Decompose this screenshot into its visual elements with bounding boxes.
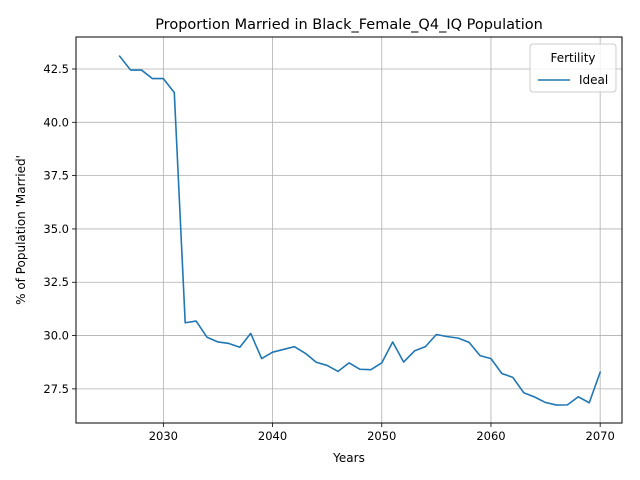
legend-title: Fertility bbox=[550, 51, 595, 65]
chart-title: Proportion Married in Black_Female_Q4_IQ… bbox=[155, 17, 543, 33]
y-tick-label: 32.5 bbox=[43, 275, 69, 289]
series-group bbox=[118, 55, 602, 406]
plot-area-frame bbox=[75, 36, 623, 424]
x-tick-label: 2050 bbox=[367, 429, 396, 443]
legend-label-ideal: Ideal bbox=[579, 73, 608, 87]
x-axis-ticks: 2030 2040 2050 2060 2070 bbox=[149, 423, 615, 443]
legend: Fertility Ideal bbox=[529, 43, 617, 93]
y-axis-ticks: 27.5 30.0 32.5 35.0 37.5 40.0 42.5 bbox=[43, 62, 76, 396]
y-tick-label: 42.5 bbox=[43, 62, 69, 76]
x-tick-label: 2030 bbox=[149, 429, 178, 443]
series-line-ideal bbox=[118, 55, 602, 406]
x-tick-label: 2070 bbox=[586, 429, 615, 443]
y-tick-label: 27.5 bbox=[43, 382, 69, 396]
y-tick-label: 40.0 bbox=[43, 115, 69, 129]
y-tick-label: 37.5 bbox=[43, 169, 69, 183]
y-axis-label: % of Population 'Married' bbox=[14, 155, 28, 305]
x-axis-label: Years bbox=[332, 451, 365, 465]
x-tick-label: 2040 bbox=[258, 429, 287, 443]
x-tick-label: 2060 bbox=[476, 429, 505, 443]
y-tick-label: 30.0 bbox=[43, 329, 69, 343]
grid-lines bbox=[76, 37, 622, 423]
y-tick-label: 35.0 bbox=[43, 222, 69, 236]
